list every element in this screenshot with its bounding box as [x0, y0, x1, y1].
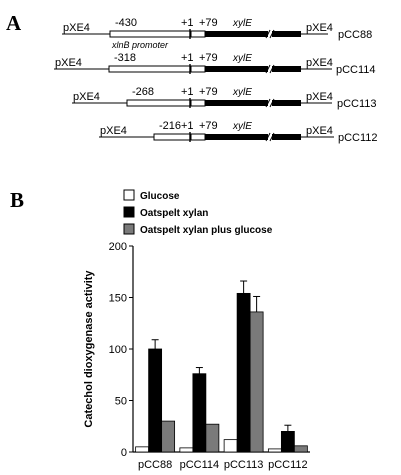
plot-area: 0 50 100 150 200 pCC88 pCC114 pCC113 pCC112	[109, 241, 310, 471]
atg-label: +79	[199, 17, 218, 29]
break-gap	[268, 99, 272, 107]
bar-pCC88-3	[161, 420, 176, 453]
panel-b-chart: B Glucose Oatspelt xylan Oatspelt xylan …	[10, 188, 310, 471]
y-axis-label: Catechol dioxygenase activity	[83, 270, 95, 428]
atg-label: +79	[199, 120, 218, 132]
promoter-box	[108, 65, 191, 73]
construct-row-pCC112: pXE4 pXE4 -216 +1 +79 xylE pCC112	[99, 120, 378, 144]
chart-legend: Glucose Oatspelt xylan Oatspelt xylan pl…	[123, 189, 273, 236]
xyle-gene-box-end	[273, 134, 301, 140]
promoter-label: xlnB promoter	[111, 40, 169, 50]
promoter-start-label: -268	[132, 86, 154, 98]
legend-label-glucose: Glucose	[140, 191, 180, 202]
promoter-box	[153, 133, 191, 141]
y-tick-label: 100	[109, 344, 127, 356]
x-tick-label: pCC114	[180, 459, 220, 471]
xyle-gene-box	[205, 31, 276, 37]
construct-name: pCC113	[337, 98, 377, 110]
leader-box	[190, 133, 206, 141]
leader-box	[190, 30, 206, 38]
vector-label-left: pXE4	[73, 91, 100, 103]
gene-label: xylE	[232, 87, 252, 98]
x-tick-label: pCC112	[268, 459, 308, 471]
bar-pCC114-3	[205, 423, 220, 453]
legend-swatch-glucose	[123, 189, 135, 201]
atg-label: +79	[199, 86, 218, 98]
gene-label: xylE	[232, 18, 252, 29]
break-gap	[268, 65, 272, 73]
vector-label-left: pXE4	[100, 125, 127, 137]
legend-label-oatspelt-xylan-plus-glucose: Oatspelt xylan plus glucose	[140, 225, 273, 236]
promoter-start-label: -216	[159, 120, 181, 132]
y-tick-label: 150	[109, 293, 127, 305]
legend-label-oatspelt-xylan: Oatspelt xylan	[140, 208, 208, 219]
xyle-gene-box-end	[273, 66, 301, 72]
x-tick-label: pCC113	[224, 459, 264, 471]
bar-pCC88-1	[135, 446, 150, 453]
xyle-gene-box-end	[273, 100, 301, 106]
bar-pCC88-2	[148, 348, 163, 453]
break-gap	[268, 133, 272, 141]
vector-label-left: pXE4	[63, 22, 90, 34]
promoter-start-label: -318	[114, 52, 136, 64]
y-tick-label: 0	[121, 447, 127, 459]
construct-row-pCC114: pXE4 pXE4 -318 +1 +79 xylE pCC114	[54, 52, 376, 76]
bar-pCC113-1	[223, 439, 238, 453]
panel-b-letter: B	[10, 188, 24, 212]
bar-pCC112-3	[293, 445, 308, 453]
break-mark	[265, 98, 271, 108]
break-mark	[265, 29, 271, 39]
construct-name: pCC114	[336, 64, 376, 76]
vector-label-right: pXE4	[306, 22, 333, 34]
vector-label-left: pXE4	[55, 57, 82, 69]
tss-label: +1	[181, 86, 194, 98]
tss-label: +1	[181, 17, 194, 29]
xyle-gene-box-end	[273, 31, 301, 37]
construct-row-pCC113: pXE4 pXE4 -268 +1 +79 xylE pCC113	[72, 86, 377, 110]
construct-row-pCC88: pXE4 pXE4 -430 +1 +79 xylE pCC88 xlnB promoter	[62, 17, 372, 50]
panel-a-letter: A	[6, 11, 22, 35]
vector-label-right: pXE4	[306, 125, 333, 137]
panel-a-construct-map: A pXE4 pXE4 -430 +1 +79 xylE pCC88 xlnB promote…	[6, 11, 378, 144]
legend-swatch-oatspelt-xylan	[123, 206, 135, 218]
xyle-gene-box	[205, 100, 276, 106]
gene-label: xylE	[232, 53, 252, 64]
vector-label-right: pXE4	[306, 57, 333, 69]
atg-label: +79	[199, 52, 218, 64]
promoter-box	[126, 99, 191, 107]
leader-box	[190, 65, 206, 73]
bar-pCC113-3	[249, 311, 264, 453]
break-gap	[268, 30, 272, 38]
xyle-gene-box	[205, 66, 276, 72]
break-mark	[265, 132, 271, 142]
leader-box	[190, 99, 206, 107]
promoter-box	[109, 30, 191, 38]
y-tick-label: 50	[115, 396, 127, 408]
legend-swatch-oatspelt-xylan-plus-glucose	[123, 223, 135, 235]
gene-label: xylE	[232, 121, 252, 132]
construct-name: pCC88	[338, 29, 372, 41]
bar-pCC114-2	[192, 373, 207, 453]
tss-label: +1	[181, 52, 194, 64]
promoter-start-label: -430	[115, 17, 137, 29]
bar-pCC114-1	[179, 447, 194, 453]
bar-pCC112-2	[280, 430, 295, 453]
construct-name: pCC112	[338, 132, 378, 144]
xyle-gene-box	[205, 134, 276, 140]
bar-pCC112-1	[267, 448, 282, 453]
bar-pCC113-2	[236, 292, 251, 453]
vector-label-right: pXE4	[306, 91, 333, 103]
tss-label: +1	[181, 120, 194, 132]
x-tick-label: pCC88	[138, 459, 172, 471]
y-tick-label: 200	[109, 241, 127, 253]
break-mark	[265, 64, 271, 74]
